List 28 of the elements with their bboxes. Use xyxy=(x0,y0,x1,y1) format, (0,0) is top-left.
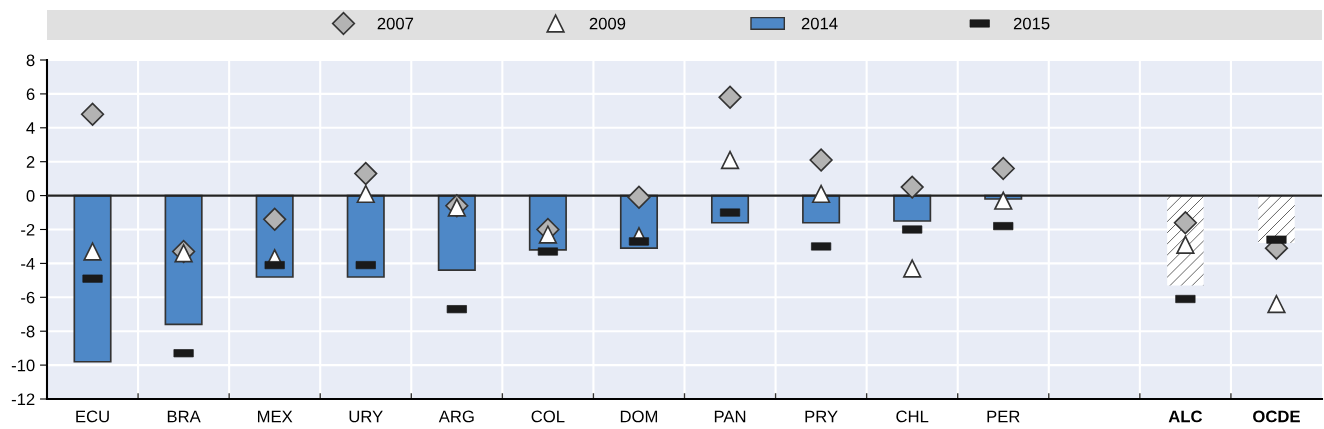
y-tick-label: 4 xyxy=(26,122,35,134)
x-tick-label: PER xyxy=(987,410,1020,423)
y-tick-label: -12 xyxy=(11,393,35,406)
y-tick-label: 2 xyxy=(26,156,35,168)
legend-label: 2009 xyxy=(589,17,626,30)
y-tick-label: -4 xyxy=(21,257,35,270)
x-tick-label: ECU xyxy=(76,410,109,423)
x-tick-label: BRA xyxy=(167,410,201,423)
y-tick-label: 8 xyxy=(26,54,35,67)
y-tick-label: 0 xyxy=(26,190,35,202)
x-tick-label: ARG xyxy=(438,410,474,423)
legend-label: 2015 xyxy=(1013,17,1050,30)
x-tick-label: CHL xyxy=(896,410,929,423)
x-tick-label: COL xyxy=(531,410,565,423)
x-tick-label: PAN xyxy=(714,410,746,423)
x-tick-label: MEX xyxy=(257,410,293,423)
y-tick-label: -6 xyxy=(21,291,35,304)
y-tick-label: -8 xyxy=(21,325,35,338)
y-tick-label: 6 xyxy=(26,88,35,101)
x-tick-label: PRY xyxy=(805,410,838,423)
x-tick-label: OCDE xyxy=(1253,410,1300,423)
x-tick-label: DOM xyxy=(620,410,658,423)
x-tick-label: ALC xyxy=(1168,410,1203,423)
x-tick-label: URY xyxy=(349,410,383,423)
legend-label: 2014 xyxy=(801,17,838,30)
y-tick-label: -10 xyxy=(11,359,35,372)
y-tick-label: -2 xyxy=(21,223,35,236)
legend-label: 2007 xyxy=(377,17,414,30)
